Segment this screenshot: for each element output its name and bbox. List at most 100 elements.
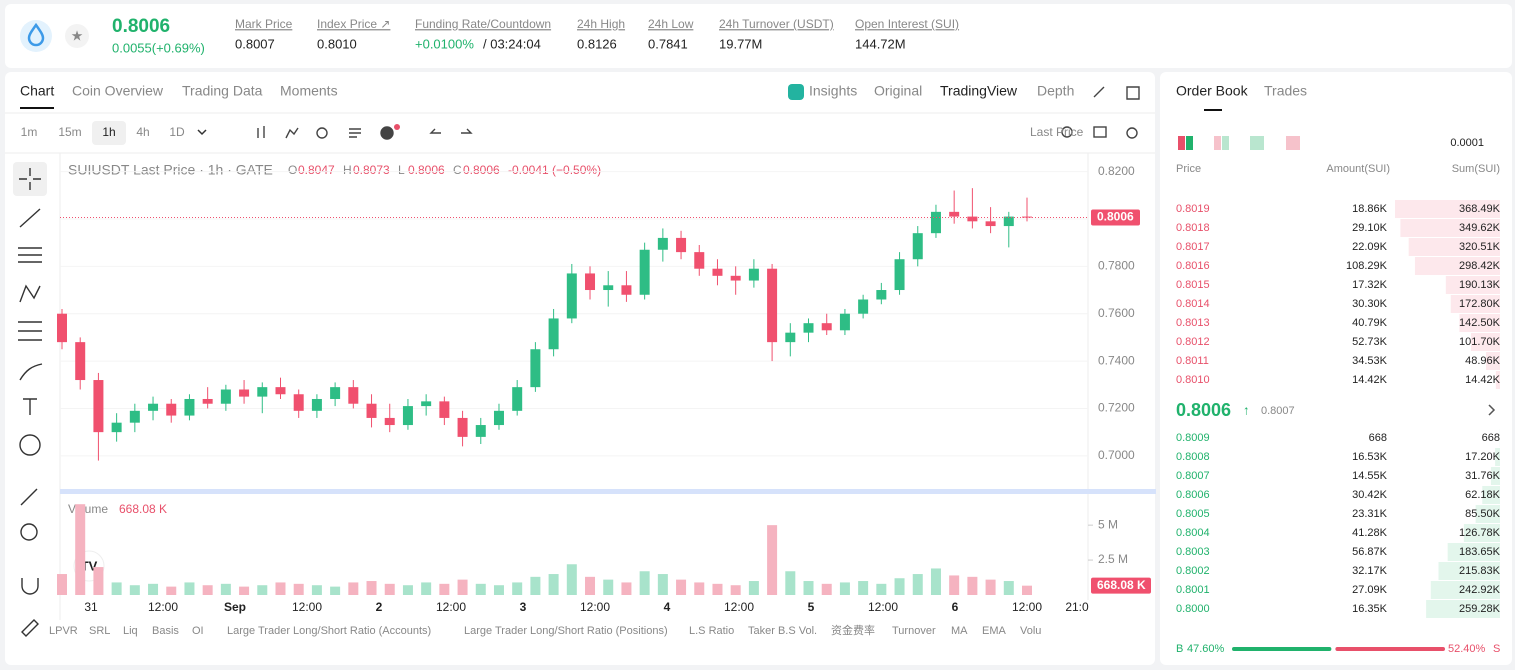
indicator-tab[interactable]: Liq bbox=[123, 625, 138, 637]
depth-bar bbox=[1482, 486, 1500, 504]
ob-amount: 17.32K bbox=[1352, 279, 1388, 291]
depth-bar bbox=[1408, 238, 1500, 256]
x-tick-label: 12:00 bbox=[1012, 600, 1042, 614]
volume-bar bbox=[439, 583, 450, 595]
ob-amount: 16.53K bbox=[1352, 451, 1388, 463]
ob-price: 0.8005 bbox=[1176, 508, 1210, 520]
dropdown bbox=[197, 129, 207, 136]
view-tab[interactable]: Original bbox=[874, 83, 922, 99]
ob-price: 0.8007 bbox=[1176, 470, 1210, 482]
x-tick-label: 12:00 bbox=[868, 600, 898, 614]
ob-sum: 183.65K bbox=[1459, 546, 1501, 558]
precision[interactable]: 0.0001 bbox=[1450, 137, 1484, 149]
indicator-tab[interactable]: LPVR bbox=[49, 625, 78, 637]
view-tab[interactable]: Insights bbox=[809, 83, 857, 99]
stat-value: +0.0100% bbox=[415, 36, 474, 51]
candle-body bbox=[858, 299, 869, 314]
depth-bar bbox=[1414, 257, 1500, 275]
volume-bar bbox=[621, 582, 632, 595]
indicator-tab[interactable]: L.S Ratio bbox=[689, 625, 734, 637]
indicator-tab[interactable]: Volu bbox=[1020, 625, 1041, 637]
volume-bar bbox=[512, 582, 523, 595]
x-tick-label: 12:00 bbox=[148, 600, 178, 614]
last-price-label: 0.8006 bbox=[1097, 210, 1134, 224]
volume-bar bbox=[402, 585, 413, 595]
indicator-tab[interactable]: Taker B.S Vol. bbox=[748, 625, 817, 637]
interval[interactable]: 1D bbox=[169, 125, 185, 139]
ob-sum: 368.49K bbox=[1459, 203, 1501, 215]
header-card bbox=[5, 4, 1512, 68]
buy-tag: B bbox=[1176, 643, 1183, 655]
candle-body bbox=[129, 410, 140, 423]
pane-separator bbox=[60, 489, 1156, 494]
depth-bar bbox=[1490, 467, 1500, 485]
interval[interactable]: 1m bbox=[21, 125, 38, 139]
indicator-tab[interactable]: OI bbox=[192, 625, 204, 637]
chart-tab[interactable]: Trading Data bbox=[182, 83, 263, 99]
volume-bar bbox=[366, 581, 377, 595]
volume-bar bbox=[275, 582, 286, 595]
favorite[interactable] bbox=[65, 24, 89, 48]
stat-label: Index Price ↗ bbox=[317, 17, 390, 31]
y-tick-label: 0.8200 bbox=[1098, 164, 1135, 178]
candle-body bbox=[348, 387, 359, 404]
ob-amount: 56.87K bbox=[1352, 546, 1388, 558]
candle-body bbox=[330, 387, 341, 399]
volume-bar bbox=[1003, 581, 1014, 595]
chart-tab[interactable]: Chart bbox=[20, 83, 54, 99]
ob-sum: 298.42K bbox=[1459, 260, 1501, 272]
interval[interactable]: 1h bbox=[102, 125, 115, 139]
interval[interactable]: 15m bbox=[58, 125, 81, 139]
ob-amount: 22.09K bbox=[1352, 241, 1388, 253]
ob-amount: 30.42K bbox=[1352, 489, 1388, 501]
view-tab[interactable]: Depth bbox=[1037, 83, 1074, 99]
ob-price: 0.8014 bbox=[1176, 298, 1210, 310]
volume-bar bbox=[293, 583, 304, 595]
candle-body bbox=[839, 313, 850, 331]
price-type[interactable]: Last Price bbox=[1030, 125, 1084, 139]
ob-sum: 190.13K bbox=[1459, 279, 1501, 291]
sell-ratio: 52.40% bbox=[1448, 643, 1486, 655]
view-tab[interactable]: TradingView bbox=[940, 83, 1018, 99]
candle-body bbox=[985, 221, 996, 227]
indicator-tab[interactable]: Large Trader Long/Short Ratio (Accounts) bbox=[227, 625, 431, 637]
ob-sum: 17.20K bbox=[1465, 451, 1501, 463]
depth-bar bbox=[1471, 333, 1500, 351]
volume-bar bbox=[657, 574, 668, 595]
indicator-tab[interactable]: Large Trader Long/Short Ratio (Positions… bbox=[464, 625, 668, 637]
buy-ratio: 47.60% bbox=[1187, 643, 1225, 655]
y-tick-label: 0.7400 bbox=[1098, 353, 1135, 367]
ob-sum: 101.70K bbox=[1459, 336, 1501, 348]
volume-bar bbox=[129, 585, 140, 595]
indicator-tab[interactable]: SRL bbox=[89, 625, 110, 637]
price-change: 0.0055(+0.69%) bbox=[112, 40, 205, 55]
candle-body bbox=[457, 417, 468, 437]
tool-selected bbox=[13, 162, 47, 196]
ob-price: 0.8000 bbox=[1176, 603, 1210, 615]
indicator-tab[interactable]: EMA bbox=[982, 625, 1007, 637]
candle-body bbox=[657, 237, 668, 250]
volume-bar bbox=[111, 582, 122, 595]
candle-body bbox=[585, 273, 596, 291]
ob-tab[interactable]: Trades bbox=[1264, 83, 1307, 99]
indicator-tab[interactable]: Turnover bbox=[892, 625, 936, 637]
volume-bar bbox=[166, 586, 177, 595]
indicator-tab[interactable]: Basis bbox=[152, 625, 179, 637]
candle-body bbox=[311, 398, 322, 411]
candle-body bbox=[184, 398, 195, 416]
candle-body bbox=[676, 237, 687, 253]
chart-tab[interactable]: Coin Overview bbox=[72, 83, 164, 99]
col-amount: Amount(SUI) bbox=[1326, 163, 1390, 175]
legend-val: 0.8073 bbox=[353, 163, 390, 177]
ob-amount: 14.42K bbox=[1352, 374, 1388, 386]
interval[interactable]: 4h bbox=[136, 125, 149, 139]
chevron[interactable] bbox=[1488, 404, 1496, 416]
ob-price: 0.8017 bbox=[1176, 241, 1210, 253]
chart-tab[interactable]: Moments bbox=[280, 83, 338, 99]
ob-price: 0.8015 bbox=[1176, 279, 1210, 291]
indicator-tab[interactable]: 资金费率 bbox=[831, 623, 875, 637]
ob-amount: 668 bbox=[1369, 432, 1387, 444]
ob-tab[interactable]: Order Book bbox=[1176, 83, 1249, 99]
indicator-tab[interactable]: MA bbox=[951, 625, 968, 637]
